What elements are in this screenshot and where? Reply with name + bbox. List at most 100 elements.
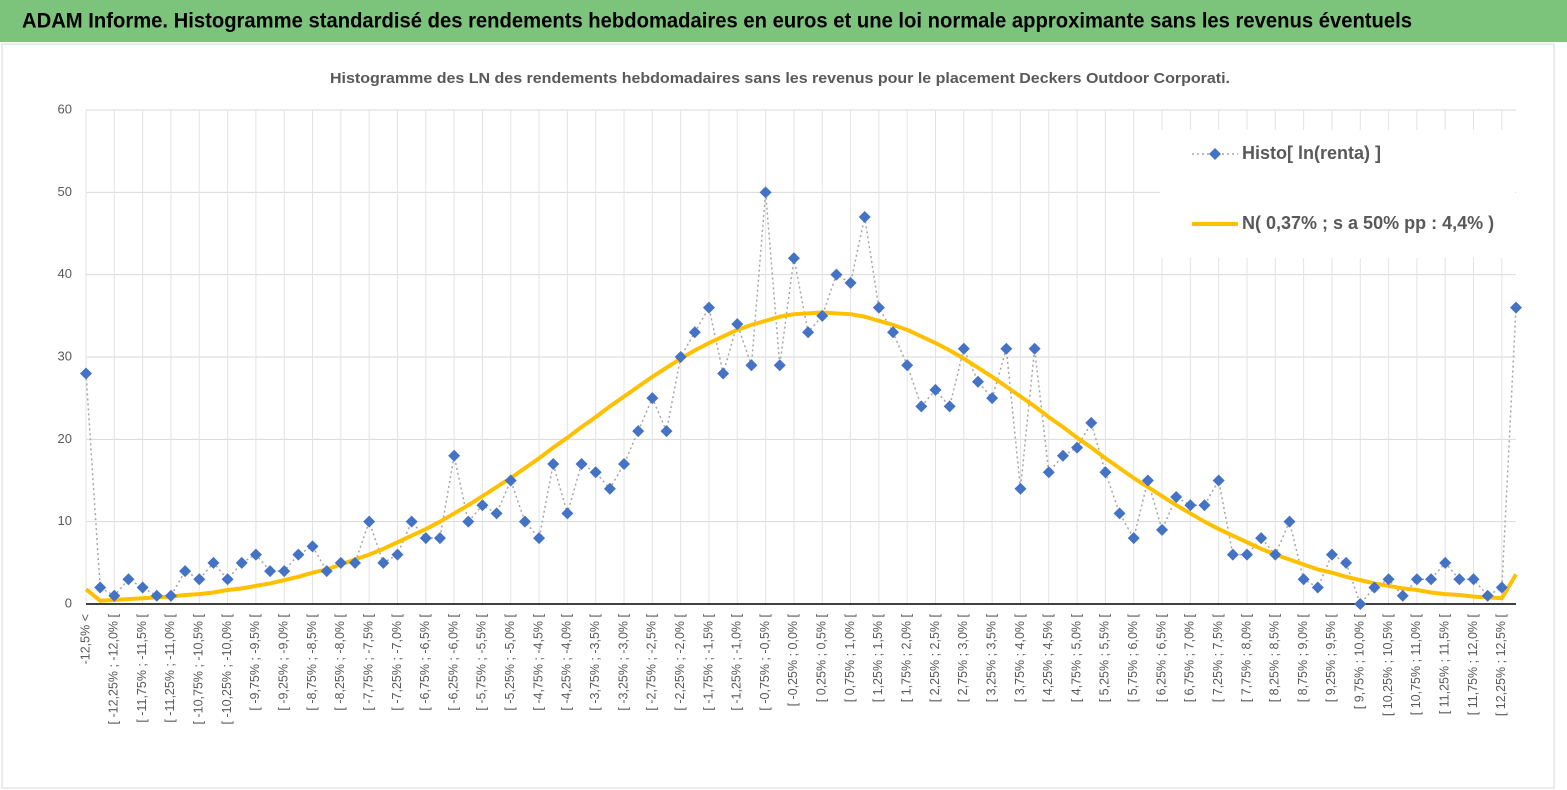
diamond-marker — [1127, 532, 1140, 545]
x-tick-label: [ -7,75% ; -7,5% [ — [361, 613, 375, 710]
diamond-marker — [320, 565, 333, 578]
diamond-marker — [1396, 589, 1409, 602]
x-tick-label: [ -8,75% ; -8,5% [ — [305, 613, 319, 710]
y-tick-label: 60 — [58, 101, 72, 116]
x-tick-label: [ -11,25% ; -11,0% [ — [163, 613, 177, 722]
x-tick-label: [ -12,25% ; -12,0% [ — [107, 613, 121, 724]
diamond-marker — [1170, 490, 1183, 503]
diamond-marker — [787, 252, 800, 265]
y-tick-label: 20 — [58, 431, 72, 446]
diamond-marker — [547, 458, 560, 471]
diamond-marker — [1495, 581, 1508, 594]
diamond-marker — [164, 589, 177, 602]
x-tick-label: [ 10,75% ; 11,0% [ — [1409, 613, 1423, 715]
diamond-marker — [433, 532, 446, 545]
diamond-marker — [1439, 556, 1452, 569]
diamond-marker — [1325, 548, 1338, 561]
diamond-marker — [1283, 515, 1296, 528]
diamond-marker — [1467, 573, 1480, 586]
diamond-marker — [589, 466, 602, 479]
diamond-marker — [1198, 499, 1211, 512]
x-tick-label: [ 0,25% ; 0,5% [ — [815, 613, 829, 702]
x-tick-label: [ 6,25% ; 6,5% [ — [1154, 613, 1168, 702]
x-tick-label: [ 2,25% ; 2,5% [ — [928, 613, 942, 702]
diamond-marker — [759, 186, 772, 199]
y-tick-label: 50 — [58, 184, 72, 199]
diamond-marker — [618, 458, 631, 471]
x-tick-label: [ -9,75% ; -9,5% [ — [248, 613, 262, 710]
marks — [80, 186, 1522, 610]
diamond-marker — [448, 449, 461, 462]
diamond-marker — [108, 589, 121, 602]
diamond-marker — [1014, 482, 1027, 495]
x-tick-label: [ 3,75% ; 4,0% [ — [1013, 613, 1027, 702]
diamond-marker — [901, 359, 914, 372]
x-tick-label: [ -8,25% ; -8,0% [ — [333, 613, 347, 710]
diamond-marker — [816, 309, 829, 322]
diamond-marker — [717, 367, 730, 380]
diamond-marker — [235, 556, 248, 569]
diamond-marker — [193, 573, 206, 586]
diamond-marker — [363, 515, 376, 528]
x-tick-label: [ -6,25% ; -6,0% [ — [446, 613, 460, 710]
diamond-marker — [1255, 532, 1268, 545]
x-tick-label: [ -10,75% ; -10,5% [ — [192, 613, 206, 724]
x-tick-label: [ -2,25% ; -2,0% [ — [673, 613, 687, 710]
chart-title: Histogramme des LN des rendements hebdom… — [330, 70, 1230, 87]
x-tick-label: [ -1,75% ; -1,5% [ — [701, 613, 715, 710]
diamond-marker — [136, 581, 149, 594]
diamond-marker — [971, 375, 984, 388]
diamond-marker — [249, 548, 262, 561]
diamond-marker — [1311, 581, 1324, 594]
x-tick-label: [ 7,75% ; 8,0% [ — [1239, 613, 1253, 702]
x-tick-label: [ 12,25% ; 12,5% [ — [1494, 613, 1508, 716]
x-tick-label: [ 9,75% ; 10,0% [ — [1353, 613, 1367, 709]
diamond-marker — [334, 556, 347, 569]
diamond-marker — [1056, 449, 1069, 462]
diamond-marker — [929, 383, 942, 396]
diamond-marker — [462, 515, 475, 528]
diamond-marker — [278, 565, 291, 578]
x-tick-label: [ -7,25% ; -7,0% [ — [390, 613, 404, 710]
diamond-marker — [986, 392, 999, 405]
diamond-marker — [632, 425, 645, 438]
diamond-marker — [1510, 301, 1522, 314]
diamond-marker — [377, 556, 390, 569]
diamond-marker — [660, 425, 673, 438]
diamond-marker — [802, 326, 815, 339]
x-tick-label: [ 2,75% ; 3,0% [ — [956, 613, 970, 702]
diamond-marker — [702, 301, 715, 314]
x-tick-label: [ 11,25% ; 11,5% [ — [1438, 613, 1452, 714]
diamond-marker — [603, 482, 616, 495]
diamond-marker — [94, 581, 107, 594]
diamond-marker — [1071, 441, 1084, 454]
x-tick-label: [ 8,75% ; 9,0% [ — [1296, 613, 1310, 702]
x-tick-label: [ -0,25% ; 0,0% [ — [786, 613, 800, 706]
header-band — [0, 0, 1567, 42]
x-tick-label: [ 4,25% ; 4,5% [ — [1041, 613, 1055, 702]
diamond-marker — [80, 367, 92, 380]
x-tick-label: [ 1,25% ; 1,5% [ — [871, 613, 885, 702]
x-tick-label: [ -5,25% ; -5,0% [ — [503, 613, 517, 710]
diamond-marker — [943, 400, 956, 413]
diamond-marker — [1000, 342, 1013, 355]
x-tick-label: [ 6,75% ; 7,0% [ — [1183, 613, 1197, 702]
x-tick-label: [ -3,25% ; -3,0% [ — [616, 613, 630, 710]
diamond-marker — [1481, 589, 1494, 602]
legend-label: Histo[ ln(renta) ] — [1242, 143, 1381, 163]
legend-label: N( 0,37% ; s a 50% pp : 4,4% ) — [1242, 213, 1494, 233]
diamond-marker — [688, 326, 701, 339]
x-tick-label: [ 11,75% ; 12,0% [ — [1466, 613, 1480, 715]
diamond-marker — [419, 532, 432, 545]
diamond-marker — [1141, 474, 1154, 487]
x-tick-label: [ 4,75% ; 5,0% [ — [1069, 613, 1083, 702]
diamond-marker — [207, 556, 220, 569]
diamond-marker — [1354, 598, 1367, 610]
diamond-marker — [745, 359, 758, 372]
diamond-marker — [1453, 573, 1466, 586]
diamond-marker — [1156, 523, 1169, 536]
y-tick-label: 40 — [58, 266, 72, 281]
diamond-marker — [504, 474, 517, 487]
diamond-marker — [1212, 474, 1225, 487]
diamond-marker — [844, 276, 857, 289]
